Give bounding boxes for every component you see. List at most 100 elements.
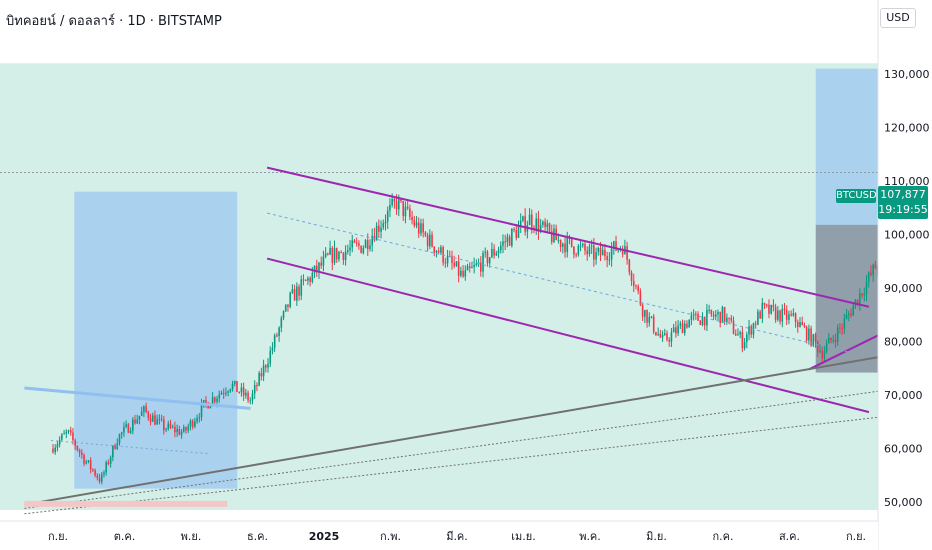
candle-up	[140, 411, 143, 416]
candle-down	[413, 220, 416, 226]
candle-down	[178, 429, 181, 435]
candle-down	[796, 322, 799, 327]
candle-up	[777, 310, 779, 320]
candle-down	[652, 316, 655, 333]
candle-up	[865, 281, 868, 295]
price-axis	[878, 0, 932, 550]
candle-up	[661, 334, 664, 338]
candle-up	[171, 426, 174, 428]
candle-up	[397, 198, 400, 210]
candle-up	[167, 423, 170, 429]
candle-up	[176, 429, 178, 433]
candle-up	[522, 216, 524, 221]
candle-up	[158, 418, 161, 420]
candle-up	[688, 319, 690, 328]
gray-trend-line	[24, 346, 932, 506]
candle-down	[276, 335, 278, 337]
candle-down	[366, 240, 369, 250]
candle-down	[402, 201, 405, 217]
candle-up	[227, 391, 229, 393]
candle-down	[302, 279, 305, 281]
candle-down	[774, 307, 777, 320]
candle-down	[515, 230, 518, 238]
candle-down	[626, 246, 628, 260]
candle-down	[486, 251, 489, 264]
candle-up	[466, 266, 469, 271]
candle-down	[360, 245, 362, 253]
candle-up	[225, 392, 227, 394]
candle-up	[610, 248, 613, 260]
candle-up	[446, 255, 449, 264]
candle-up	[553, 228, 555, 242]
candle-down	[134, 419, 136, 424]
candle-up	[770, 304, 772, 314]
candle-up	[189, 420, 192, 427]
candle-down	[695, 313, 697, 315]
x-tick-label: 2025	[309, 530, 340, 543]
candle-up	[497, 250, 500, 254]
candle-down	[584, 243, 586, 251]
candle-down	[686, 323, 688, 328]
candle-up	[245, 392, 247, 396]
candle-down	[712, 314, 715, 317]
candle-up	[657, 333, 659, 336]
candle-up	[435, 250, 438, 253]
candle-up	[386, 210, 389, 222]
candle-up	[528, 214, 531, 226]
candle-down	[723, 307, 726, 322]
candle-up	[311, 272, 314, 282]
candle-down	[666, 333, 668, 340]
candle-up	[748, 326, 750, 335]
candle-down	[342, 252, 345, 260]
candle-down	[298, 286, 300, 296]
candle-up	[546, 223, 549, 228]
x-tick-label: มิ.ย.	[646, 530, 667, 543]
x-tick-label: มี.ค.	[446, 530, 468, 543]
candle-up	[491, 248, 493, 258]
candle-down	[94, 470, 96, 476]
candle-down	[637, 286, 639, 292]
candle-down	[422, 223, 424, 233]
candle-down	[76, 446, 79, 451]
candle-up	[271, 347, 274, 351]
candle-up	[859, 293, 861, 305]
candle-down	[790, 314, 792, 316]
candle-up	[808, 328, 810, 341]
candle-down	[309, 277, 311, 282]
candle-down	[655, 332, 657, 336]
candle-up	[608, 259, 611, 261]
candle-up	[182, 427, 185, 432]
candle-down	[340, 252, 342, 254]
candle-down	[353, 240, 356, 243]
candle-up	[557, 239, 560, 241]
candle-down	[530, 214, 533, 228]
currency-button[interactable]: USD	[880, 8, 916, 28]
candle-up	[781, 308, 784, 322]
blue-box	[74, 191, 238, 489]
candle-down	[513, 228, 515, 231]
candle-up	[333, 247, 336, 263]
candle-down	[630, 272, 633, 281]
candle-up	[253, 385, 256, 394]
candle-up	[706, 309, 708, 326]
candle-down	[468, 266, 471, 269]
candle-down	[801, 322, 804, 326]
candle-down	[96, 475, 99, 478]
candle-up	[825, 343, 828, 352]
candle-down	[839, 327, 841, 329]
candle-down	[548, 223, 551, 232]
candle-down	[681, 323, 684, 334]
candle-down	[393, 199, 396, 202]
candle-down	[426, 235, 429, 247]
candle-up	[539, 224, 542, 232]
candle-up	[165, 428, 167, 430]
candle-up	[455, 261, 458, 267]
candle-down	[462, 270, 464, 277]
candle-up	[579, 245, 582, 247]
candle-up	[220, 392, 223, 395]
candle-up	[542, 221, 544, 225]
candle-down	[395, 201, 398, 210]
candle-down	[400, 198, 402, 202]
